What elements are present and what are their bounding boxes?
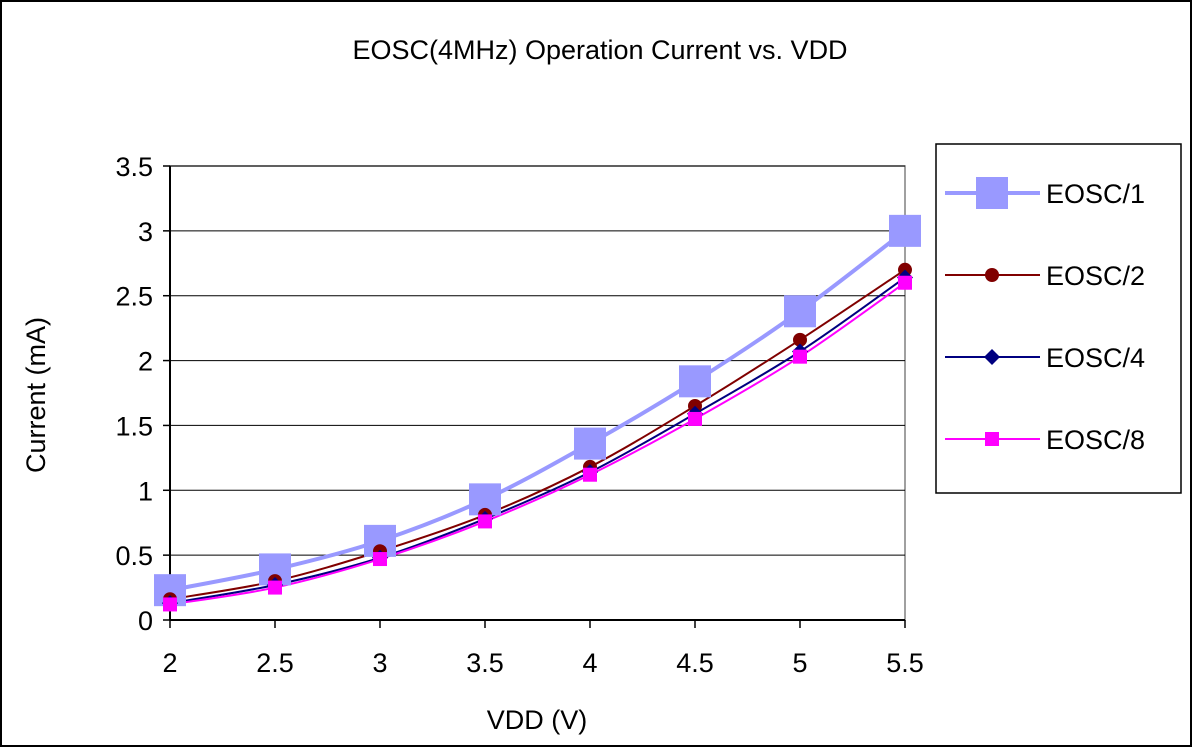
axes (163, 165, 906, 628)
data-point-eosc-8 (268, 580, 282, 595)
legend: EOSC/1 EOSC/2 EOSC/4 EOSC/8 (935, 143, 1182, 494)
data-point-eosc-1 (574, 427, 606, 460)
x-tick-label: 5.5 (886, 648, 924, 678)
legend-label: EOSC/4 (1046, 343, 1145, 373)
y-axis-title: Current (mA) (21, 317, 51, 473)
x-tick-label: 4 (582, 648, 597, 678)
legend-marker (985, 268, 999, 282)
data-point-eosc-8 (163, 597, 177, 612)
data-point-eosc-8 (688, 411, 702, 426)
data-point-eosc-8 (478, 514, 492, 529)
data-point-eosc-8 (373, 552, 387, 567)
data-point-eosc-8 (583, 467, 597, 482)
x-axis-title: VDD (V) (487, 705, 588, 735)
data-point-eosc-8 (793, 349, 807, 364)
y-tick-label: 0 (138, 606, 153, 636)
data-point-eosc-1 (889, 214, 921, 247)
y-tick-label: 1 (138, 476, 153, 506)
gridlines (170, 165, 905, 556)
x-tick-labels: 2 2.5 3 3.5 4 4.5 5 5.5 (162, 648, 923, 678)
legend-label: EOSC/2 (1046, 261, 1145, 291)
plot-area (169, 165, 906, 621)
data-point-eosc-8 (898, 275, 912, 290)
x-tick-label: 3.5 (466, 648, 504, 678)
legend-items: EOSC/1 EOSC/2 EOSC/4 EOSC/8 (945, 177, 1145, 455)
x-tick-label: 2.5 (256, 648, 294, 678)
y-tick-label: 3.5 (115, 152, 153, 182)
chart-title: EOSC(4MHz) Operation Current vs. VDD (352, 35, 847, 65)
data-point-eosc-1 (784, 295, 816, 328)
data-point-eosc-2 (793, 332, 807, 347)
y-tick-label: 0.5 (115, 541, 153, 571)
series-markers (154, 214, 921, 612)
legend-marker (984, 349, 1000, 365)
legend-label: EOSC/1 (1046, 179, 1145, 209)
y-tick-label: 1.5 (115, 411, 153, 441)
y-tick-label: 2.5 (115, 282, 153, 312)
legend-label: EOSC/8 (1046, 425, 1145, 455)
x-tick-label: 5 (792, 648, 807, 678)
y-tick-label: 3 (138, 217, 153, 247)
legend-marker (976, 177, 1008, 209)
data-point-eosc-1 (679, 365, 711, 398)
x-tick-label: 3 (372, 648, 387, 678)
x-tick-label: 4.5 (676, 648, 714, 678)
y-tick-label: 2 (138, 347, 153, 377)
legend-marker (985, 432, 999, 446)
x-tick-label: 2 (162, 648, 177, 678)
y-tick-labels: 0 0.5 1 1.5 2 2.5 3 3.5 (115, 152, 153, 636)
